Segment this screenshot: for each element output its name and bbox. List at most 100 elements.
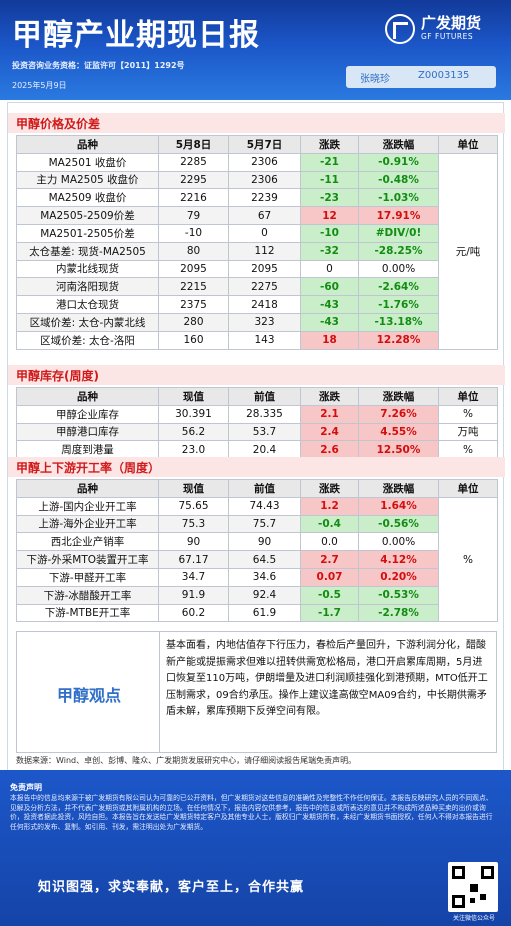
previous-value-cell: 34.6 [228,567,301,587]
row-name-cell: 太仓基差: 现货-MA2505 [16,241,159,261]
company-logo: 广发期货 GF FUTURES [385,12,503,52]
col-header-chg: 涨跌 [300,387,359,406]
change-cell: 2.4 [300,422,359,442]
change-cell: 1.2 [300,496,359,516]
change-pct-cell: 4.12% [358,550,439,569]
operating-section-title-text: 甲醇上下游开工率（周度） [16,461,161,475]
change-pct-cell: -1.03% [358,188,439,208]
price-table-header: 品种 5月8日 5月7日 涨跌 涨跌幅 单位 [16,135,498,154]
inventory-table: 品种 现值 前值 涨跌 涨跌幅 单位 甲醇企业库存 30.391 28.335 2.1… [16,387,498,460]
qr-code-icon[interactable] [448,862,498,912]
change-pct-cell: -2.64% [358,277,439,297]
col-header-unit: 单位 [438,387,498,406]
change-cell: -21 [300,152,359,172]
operating-section-title: 甲醇上下游开工率（周度） [8,457,505,477]
operating-table: 品种 现值 前值 涨跌 涨跌幅 单位 上游-国内企业开工率 75.65 74.43 1… [16,479,498,623]
table-row: 西北企业产销率 90 90 0.0 0.00% [16,532,498,552]
table-row: 内蒙北线现货 2095 2095 0 0.00% [16,259,498,279]
unit-cell: 元/吨 [438,152,498,350]
table-row: 区域价差: 太仓-洛阳 160 143 18 12.28% [16,330,498,350]
previous-value-cell: 75.7 [228,514,301,534]
change-pct-cell: 4.55% [358,422,439,442]
change-cell: -60 [300,277,359,297]
col-header-name: 品种 [16,479,159,498]
change-pct-cell: 0.20% [358,567,439,587]
current-value-cell: 90 [158,532,229,552]
data-source-note: 数据来源：Wind、卓创、彭博、隆众、广发期货发展研究中心，请仔细阅读报告尾端免… [16,756,357,765]
previous-value-cell: 64.5 [228,550,301,569]
table-row: MA2505-2509价差 79 67 12 17.91% [16,206,498,225]
commentary-text: 基本面看，内地估值存下行压力，春检后产量回升，下游利润分化，醋酸新产能或提振需求… [159,632,496,752]
table-row: 上游-海外企业开工率 75.3 75.7 -0.4 -0.56% [16,514,498,534]
change-cell: 12 [300,206,359,225]
col-header-v2: 前值 [228,387,301,406]
current-value-cell: 56.2 [158,422,229,442]
logo-en-text: GF FUTURES [421,32,474,41]
price-table: 品种 5月8日 5月7日 涨跌 涨跌幅 单位 MA2501 收盘价 2285 230… [16,135,498,350]
table-row: 下游-MTBE开工率 60.2 61.9 -1.7 -2.78% [16,603,498,623]
license-text: 投资咨询业务资格：证监许可【2011】1292号 [12,61,185,70]
analyst-name: 张晓珍 [360,74,390,85]
table-row: 主力 MA2505 收盘价 2295 2306 -11 -0.48% [16,170,498,190]
change-pct-cell: -0.53% [358,585,439,605]
row-name-cell: MA2501-2505价差 [16,223,159,243]
table-row: 太仓基差: 现货-MA2505 80 112 -32 -28.25% [16,241,498,261]
previous-value-cell: 92.4 [228,585,301,605]
previous-value-cell: 67 [228,206,301,225]
change-cell: -10 [300,223,359,243]
previous-value-cell: 53.7 [228,422,301,442]
commentary-box: 甲醇观点 基本面看，内地估值存下行压力，春检后产量回升，下游利润分化，醋酸新产能… [16,631,497,753]
previous-value-cell: 0 [228,223,301,243]
row-name-cell: MA2505-2509价差 [16,206,159,225]
logo-cn-text: 广发期货 [421,14,482,32]
table-row: 下游-外采MTO装置开工率 67.17 64.5 2.7 4.12% [16,550,498,569]
current-value-cell: -10 [158,223,229,243]
previous-value-cell: 2306 [228,152,301,172]
row-name-cell: 西北企业产销率 [16,532,159,552]
row-name-cell: 区域价差: 太仓-洛阳 [16,330,159,350]
previous-value-cell: 2418 [228,295,301,314]
current-value-cell: 75.3 [158,514,229,534]
current-value-cell: 2285 [158,152,229,172]
col-header-v1: 现值 [158,387,229,406]
row-name-cell: 主力 MA2505 收盘价 [16,170,159,190]
commentary-label: 甲醇观点 [17,632,159,752]
row-name-cell: 下游-MTBE开工率 [16,603,159,623]
commentary-label-text: 甲醇观点 [57,686,122,705]
current-value-cell: 2375 [158,295,229,314]
table-row: 河南洛阳现货 2215 2275 -60 -2.64% [16,277,498,297]
report-title: 甲醇产业期现日报 [12,18,260,53]
row-name-cell: 区域价差: 太仓-内蒙北线 [16,312,159,332]
previous-value-cell: 28.335 [228,404,301,424]
unit-cell: % [438,496,498,623]
previous-value-cell: 2275 [228,277,301,297]
previous-value-cell: 323 [228,312,301,332]
current-value-cell: 67.17 [158,550,229,569]
col-header-pct: 涨跌幅 [358,479,439,498]
inventory-table-header: 品种 现值 前值 涨跌 涨跌幅 单位 [16,387,498,406]
row-name-cell: 下游-冰醋酸开工率 [16,585,159,605]
row-name-cell: MA2509 收盘价 [16,188,159,208]
change-pct-cell: -13.18% [358,312,439,332]
change-cell: -32 [300,241,359,261]
change-cell: 2.7 [300,550,359,569]
gf-logo-icon [385,14,415,44]
change-cell: -11 [300,170,359,190]
current-value-cell: 2295 [158,170,229,190]
row-name-cell: 下游-外采MTO装置开工率 [16,550,159,569]
disclaimer-footer: 免责声明 本报告中的信息均来源于被广发期货有限公司认为可靠的已公开资料，但广发期… [0,770,511,926]
table-row: 甲醇港口库存 56.2 53.7 2.4 4.55% 万吨 [16,422,498,442]
current-value-cell: 280 [158,312,229,332]
current-value-cell: 79 [158,206,229,225]
change-pct-cell: 0.00% [358,532,439,552]
change-pct-cell: 1.64% [358,496,439,516]
current-value-cell: 75.65 [158,496,229,516]
col-header-v1: 现值 [158,479,229,498]
current-value-cell: 160 [158,330,229,350]
table-row: MA2501 收盘价 2285 2306 -21 -0.91% 元/吨 [16,152,498,350]
change-cell: 2.1 [300,404,359,424]
col-header-v2: 5月7日 [228,135,301,154]
change-pct-cell: 0.00% [358,259,439,279]
row-name-cell: MA2501 收盘价 [16,152,159,172]
row-name-cell: 内蒙北线现货 [16,259,159,279]
